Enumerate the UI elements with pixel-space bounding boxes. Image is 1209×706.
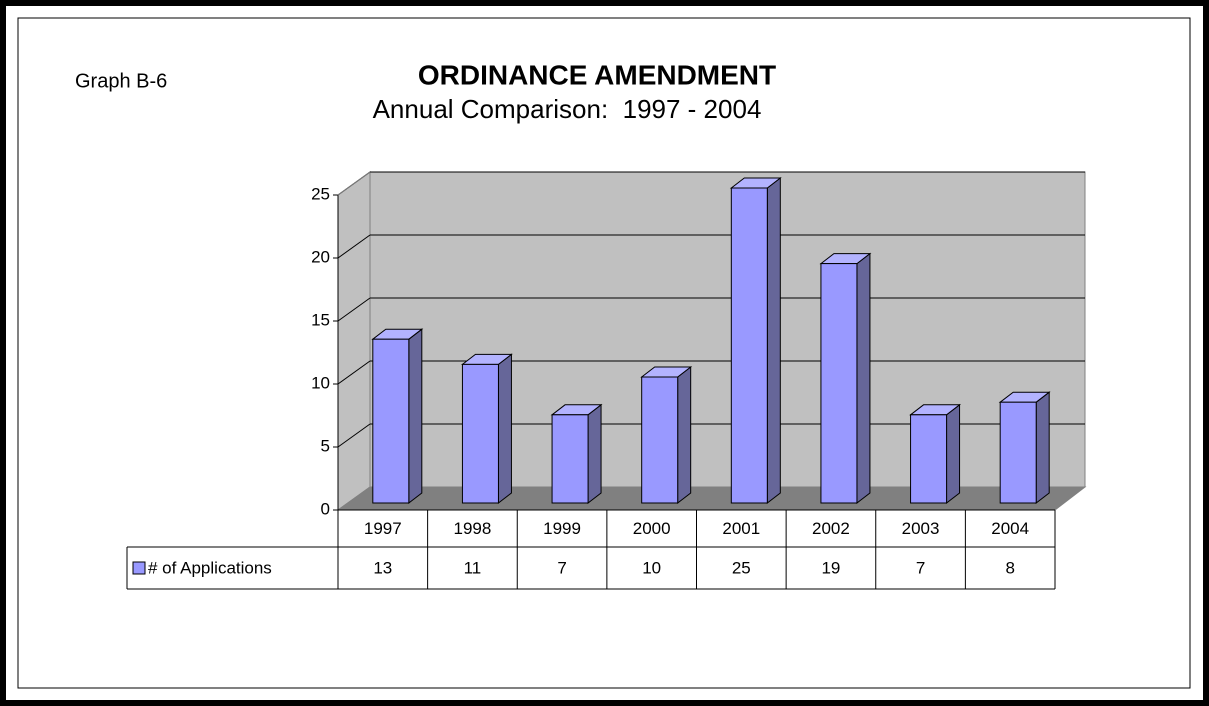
- chart-subtitle: Annual Comparison: 1997 - 2004: [373, 94, 762, 124]
- x-tick-label: 1999: [543, 519, 581, 538]
- y-tick-label: 0: [321, 499, 330, 518]
- y-axis-depth: [337, 171, 371, 196]
- legend-label: # of Applications: [148, 558, 272, 577]
- x-tick-label: 1998: [454, 519, 492, 538]
- bar-side: [946, 403, 961, 505]
- bar: [461, 363, 499, 504]
- y-tick-label: 20: [311, 247, 330, 266]
- chart-title: ORDINANCE AMENDMENT: [418, 59, 776, 90]
- x-tick-label: 2003: [902, 519, 940, 538]
- data-table-value: 10: [642, 558, 661, 577]
- bar-side: [856, 252, 871, 505]
- grid-line: [337, 423, 371, 448]
- y-tick-label: 10: [311, 373, 330, 392]
- side-wall: [337, 171, 371, 511]
- inner-frame: [17, 17, 1191, 689]
- bar: [641, 376, 679, 504]
- bar-side: [766, 176, 781, 505]
- x-tick-label: 1997: [364, 519, 402, 538]
- y-tick-label: 25: [311, 184, 330, 203]
- data-table-value: 13: [373, 558, 392, 577]
- data-table-value: 8: [1005, 558, 1014, 577]
- grid-line: [337, 360, 371, 385]
- data-table-value: 11: [464, 558, 482, 577]
- x-tick-label: 2000: [633, 519, 671, 538]
- grid-line: [337, 234, 371, 259]
- bar-side: [677, 365, 692, 505]
- bar-side: [587, 403, 602, 505]
- bar: [910, 414, 948, 504]
- graph-label: Graph B-6: [75, 70, 167, 92]
- bar: [820, 263, 858, 504]
- data-table-value: 7: [557, 558, 566, 577]
- bar: [999, 401, 1037, 504]
- x-tick-label: 2004: [991, 519, 1029, 538]
- legend-key: [132, 561, 146, 575]
- floor: [336, 486, 1087, 511]
- bar: [730, 187, 768, 504]
- bar: [551, 414, 589, 504]
- x-tick-label: 2002: [812, 519, 850, 538]
- x-tick-label: 2001: [722, 519, 760, 538]
- bar-side: [1035, 391, 1050, 505]
- bar-side: [408, 328, 423, 505]
- bar: [372, 338, 410, 504]
- grid-line: [337, 297, 371, 322]
- data-table-value: 7: [916, 558, 925, 577]
- data-table-value: 19: [821, 558, 840, 577]
- bar-side: [497, 353, 512, 505]
- data-table-value: 25: [732, 558, 751, 577]
- y-tick-label: 15: [311, 310, 330, 329]
- y-tick-label: 5: [321, 436, 330, 455]
